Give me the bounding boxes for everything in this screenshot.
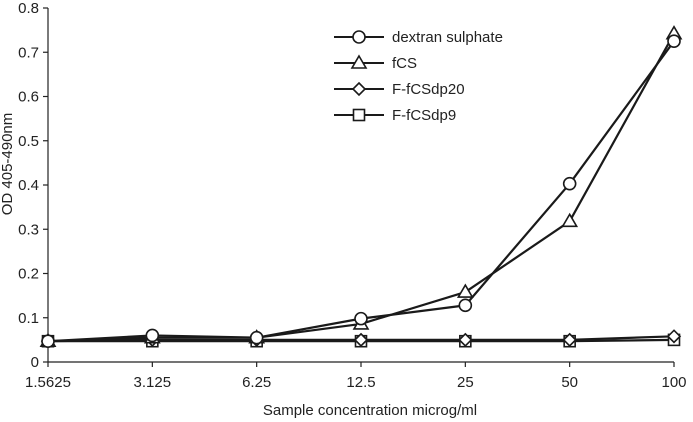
series-line [47, 33, 675, 343]
data-point [353, 332, 369, 348]
x-axis-title: Sample concentration microg/ml [263, 402, 477, 419]
data-point [666, 329, 682, 344]
y-tick-label: 0.2 [18, 266, 39, 283]
legend-label: F-fCSdp9 [392, 107, 456, 124]
y-tick-label: 0.3 [18, 221, 39, 238]
data-point [354, 311, 368, 326]
x-tick-label: 12.5 [346, 374, 375, 391]
data-point [561, 212, 579, 228]
legend-item: F-fCSdp20 [334, 81, 465, 98]
y-tick-label: 0.8 [18, 0, 39, 17]
data-point [145, 328, 160, 343]
legend-item: dextran sulphate [334, 29, 503, 46]
legend-marker [352, 108, 366, 122]
y-tick-label: 0.5 [18, 133, 39, 150]
x-tick-label: 100 [661, 374, 686, 391]
legend: dextran sulphate fCS F-fCSdp20 F-fCSdp9 [334, 29, 503, 124]
data-point [456, 283, 474, 298]
series-circle [41, 34, 681, 349]
legend-item: fCS [334, 54, 417, 72]
y-tick-label: 0 [31, 354, 39, 371]
x-tick-label: 6.25 [242, 374, 271, 391]
x-ticks: 1.5625 3.125 6.25 12.5 25 50 100 [25, 362, 687, 391]
x-tick-label: 25 [457, 374, 474, 391]
x-tick-label: 1.5625 [25, 374, 71, 391]
x-tick-label: 50 [561, 374, 578, 391]
y-tick-label: 0.4 [18, 177, 39, 194]
y-axis-title: OD 405-490nm [0, 113, 16, 216]
y-tick-label: 0.1 [18, 310, 39, 327]
data-point [667, 34, 681, 48]
data-point [562, 332, 577, 348]
legend-label: dextran sulphate [392, 29, 503, 46]
data-point [562, 176, 577, 191]
series-layer [39, 25, 683, 349]
data-point [458, 298, 473, 313]
legend-item: F-fCSdp9 [334, 107, 456, 124]
series-triangle [39, 25, 683, 348]
y-tick-label: 0.7 [18, 44, 39, 61]
legend-marker [351, 81, 367, 97]
data-point [249, 330, 264, 345]
data-point [458, 332, 473, 348]
x-tick-label: 3.125 [134, 374, 172, 391]
legend-marker [350, 54, 368, 69]
data-point [41, 334, 55, 349]
legend-label: fCS [392, 55, 417, 72]
legend-label: F-fCSdp20 [392, 81, 465, 98]
legend-marker [352, 30, 366, 44]
y-ticks: 0 0.1 0.2 0.3 0.4 0.5 0.6 0.7 0.8 [18, 0, 48, 371]
y-tick-label: 0.6 [18, 89, 39, 106]
